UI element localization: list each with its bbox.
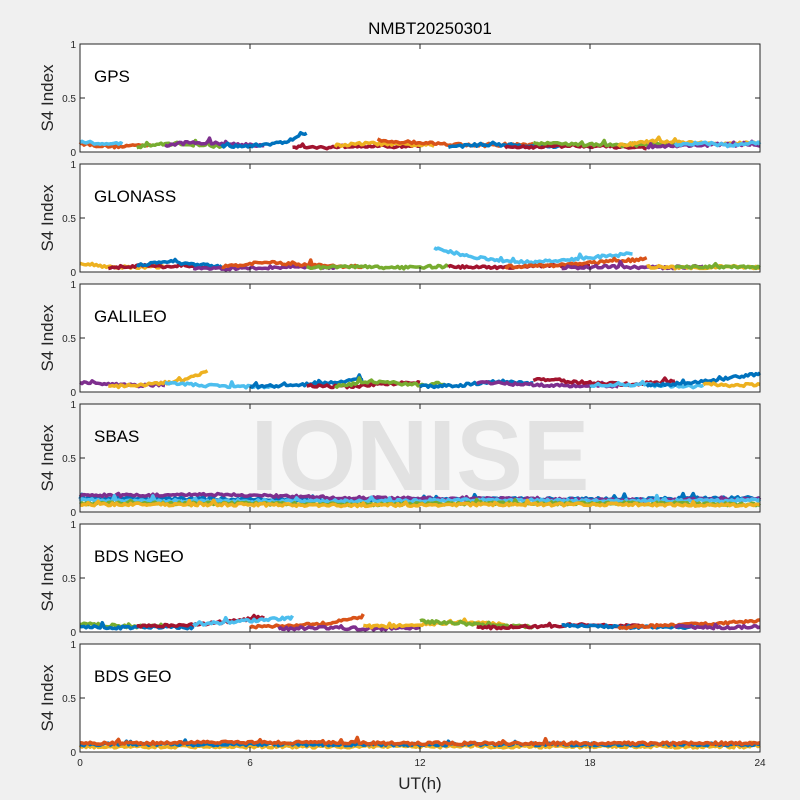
y-axis-label: S4 Index <box>38 664 57 732</box>
satellite-trace <box>589 379 705 390</box>
panel-sbas: IONISE 0 0.5 1 S4 Index SBAS <box>38 400 762 519</box>
panel-galileo: 0 0.5 1 S4 Index GALILEO <box>38 280 762 399</box>
y-axis-label: S4 Index <box>38 184 57 252</box>
panel-glonass: 0 0.5 1 S4 Index GLONASS <box>38 160 761 279</box>
y-tick-label: 0 <box>70 388 76 399</box>
y-tick-label: 0.5 <box>62 214 76 225</box>
satellite-trace <box>220 130 308 149</box>
plot-area <box>80 524 760 632</box>
y-tick-label: 1 <box>70 40 76 51</box>
satellite-trace <box>78 493 762 505</box>
satellite-trace <box>504 256 648 270</box>
y-tick-label: 1 <box>70 640 76 651</box>
y-tick-label: 0.5 <box>62 694 76 705</box>
y-tick-label: 0.5 <box>62 574 76 585</box>
satellite-trace <box>192 614 295 627</box>
y-tick-label: 0.5 <box>62 94 76 105</box>
x-tick-label: 6 <box>247 758 253 769</box>
chart-title: NMBT20250301 <box>368 19 492 38</box>
constellation-label: GPS <box>94 67 130 86</box>
satellite-trace <box>108 369 209 390</box>
y-tick-label: 1 <box>70 280 76 291</box>
watermark: IONISE <box>251 400 590 512</box>
panel-bds-geo: 0 6 12 18 24 0 0.5 1 S4 Index BDS GEO <box>38 640 766 769</box>
plot-area <box>80 44 760 152</box>
constellation-label: BDS GEO <box>94 667 171 686</box>
y-axis-label: S4 Index <box>38 544 57 612</box>
satellite-trace <box>674 261 761 271</box>
satellite-trace <box>645 371 762 388</box>
x-axis-label: UT(h) <box>398 774 441 793</box>
y-tick-label: 0.5 <box>62 334 76 345</box>
y-tick-label: 1 <box>70 160 76 171</box>
x-tick-label: 24 <box>754 758 766 769</box>
y-tick-label: 0 <box>70 508 76 519</box>
satellite-trace <box>107 262 208 271</box>
plot-area <box>80 644 760 752</box>
panel-bds-ngeo: 0 0.5 1 S4 Index BDS NGEO <box>38 520 761 639</box>
x-tick-label: 12 <box>414 758 426 769</box>
y-tick-label: 1 <box>70 520 76 531</box>
y-tick-label: 1 <box>70 400 76 411</box>
satellite-trace <box>135 257 224 270</box>
constellation-label: GLONASS <box>94 187 176 206</box>
y-tick-label: 0 <box>70 628 76 639</box>
satellite-trace <box>249 613 365 630</box>
y-tick-label: 0 <box>70 148 76 159</box>
satellite-trace <box>673 140 762 149</box>
constellation-label: GALILEO <box>94 307 167 326</box>
satellite-trace <box>79 139 124 147</box>
y-axis-label: S4 Index <box>38 64 57 132</box>
satellite-trace <box>674 622 761 631</box>
constellation-label: SBAS <box>94 427 139 446</box>
constellation-label: BDS NGEO <box>94 547 184 566</box>
plot-area <box>80 164 760 272</box>
satellite-trace <box>79 735 761 747</box>
panel-gps: 0 0.5 1 S4 Index GPS <box>38 40 762 159</box>
x-tick-label: 18 <box>584 758 596 769</box>
plot-area <box>80 284 760 392</box>
satellite-trace <box>617 618 761 631</box>
y-tick-label: 0.5 <box>62 454 76 465</box>
y-tick-label: 0 <box>70 748 76 759</box>
y-axis-label: S4 Index <box>38 424 57 492</box>
x-tick-label: 0 <box>77 758 83 769</box>
y-tick-label: 0 <box>70 268 76 279</box>
satellite-trace <box>306 380 421 390</box>
satellite-trace <box>249 373 364 390</box>
y-axis-label: S4 Index <box>38 304 57 372</box>
satellite-trace <box>79 498 761 509</box>
satellite-trace <box>306 263 450 271</box>
satellite-trace <box>702 381 761 389</box>
satellite-trace <box>433 246 633 266</box>
